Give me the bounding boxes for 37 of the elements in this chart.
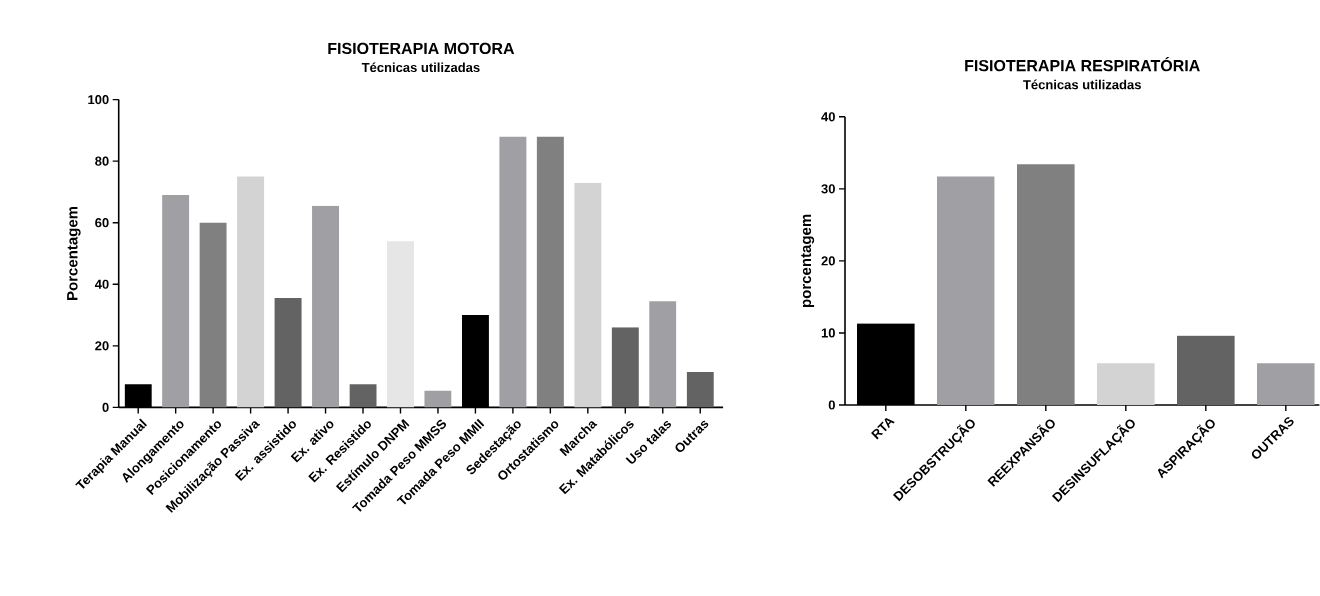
bar xyxy=(1177,335,1235,405)
x-tick-label: RTA xyxy=(871,418,895,440)
y-tick-label: 10 xyxy=(821,328,835,338)
y-tick-label: 40 xyxy=(94,279,109,289)
bar xyxy=(274,298,302,408)
bar xyxy=(312,205,340,408)
bar xyxy=(686,371,714,408)
chart-subtitle: Técnicas utilizadas xyxy=(1023,79,1141,90)
bar xyxy=(536,136,564,408)
bar xyxy=(424,390,452,408)
y-tick-label: 40 xyxy=(821,112,835,122)
bar xyxy=(1257,363,1315,405)
bar xyxy=(1017,164,1075,405)
bar xyxy=(237,176,265,408)
bar xyxy=(649,301,677,408)
y-axis-title: porcentagem xyxy=(801,214,815,307)
bar xyxy=(162,195,190,408)
y-tick-label: 30 xyxy=(821,184,835,194)
y-tick-label: 20 xyxy=(821,256,835,266)
y-tick-label: 80 xyxy=(95,156,109,166)
bar xyxy=(937,176,995,405)
bar xyxy=(1097,363,1155,405)
y-tick-label: 0 xyxy=(102,402,109,412)
bar xyxy=(499,136,527,408)
y-tick-label: 0 xyxy=(828,400,835,410)
y-axis-title: Porcentagem xyxy=(67,206,81,300)
bar xyxy=(611,327,639,408)
chart-subtitle: Técnicas utilizadas xyxy=(361,62,480,73)
bar xyxy=(199,222,227,408)
chart-title: FISIOTERAPIA MOTORA xyxy=(328,42,515,55)
bar xyxy=(574,182,602,408)
chart-title: FISIOTERAPIA RESPIRATÓRIA xyxy=(965,56,1200,72)
bar xyxy=(386,241,414,408)
bar xyxy=(349,384,377,408)
y-tick-label: 20 xyxy=(95,341,109,351)
y-tick-label: 60 xyxy=(95,218,109,228)
y-tick-label: 100 xyxy=(88,94,109,105)
